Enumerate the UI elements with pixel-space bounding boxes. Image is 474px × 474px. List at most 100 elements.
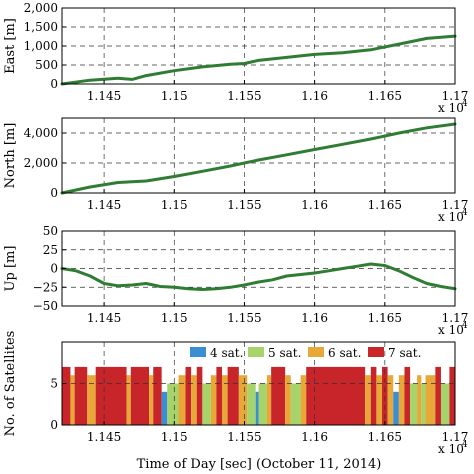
x-tick-label-3: 1.155 xyxy=(227,198,261,212)
satellite-bar-2 xyxy=(70,375,75,425)
satellite-bar-26 xyxy=(271,366,286,425)
y-tick-label-3: 0 xyxy=(50,262,58,276)
satellite-bar-15 xyxy=(196,366,203,425)
x-tick-label-5: 1.165 xyxy=(368,198,402,212)
satellite-bar-7 xyxy=(130,366,150,425)
satellite-bar-27 xyxy=(285,375,291,425)
satellite-bar-41 xyxy=(421,383,426,425)
y-axis-label: Up [m] xyxy=(3,246,18,292)
y-tick-label-2: 500 xyxy=(35,58,58,72)
x-exponent-power: 4 xyxy=(462,440,468,450)
x-exponent-power: 4 xyxy=(462,99,468,109)
satellite-bar-34 xyxy=(382,366,388,425)
satellite-bar-16 xyxy=(202,383,211,425)
satellite-bar-8 xyxy=(149,375,154,425)
y-axis-label: East [m] xyxy=(3,18,18,74)
y-tick-label-5: 2,000 xyxy=(24,1,58,15)
satellite-bar-1 xyxy=(62,366,71,425)
x-tick-label-2: 1.15 xyxy=(161,430,188,444)
x-exponent-label: x 10 xyxy=(438,442,464,456)
satellite-bar-31 xyxy=(365,375,371,425)
y-tick-label-2: −25 xyxy=(33,280,58,294)
satellite-bar-39 xyxy=(410,383,418,425)
satellite-bar-32 xyxy=(370,366,377,425)
satellite-bar-5 xyxy=(95,366,127,425)
chart-panel-3: 1.145 1.15 1.155 1.16 1.165 1.17 −50 −25 0 25 50 Up… xyxy=(3,224,468,337)
y-tick-label-1: 0 xyxy=(50,77,58,91)
satellite-bar-38 xyxy=(404,366,411,425)
satellite-bar-35 xyxy=(387,375,394,425)
satellite-bar-9 xyxy=(153,366,162,425)
x-exponent-power: 4 xyxy=(462,321,468,331)
x-tick-label-4: 1.16 xyxy=(301,198,328,212)
plot-frame xyxy=(61,117,456,194)
legend-swatch-4 xyxy=(368,347,384,357)
x-exponent-label: x 10 xyxy=(438,323,464,337)
x-tick-label-5: 1.165 xyxy=(368,89,402,103)
satellite-bar-45 xyxy=(449,366,455,425)
y-tick-label-3: 4,000 xyxy=(24,126,58,140)
x-tick-label-4: 1.16 xyxy=(301,430,328,444)
satellite-bar-43 xyxy=(435,366,441,425)
satellite-bar-18 xyxy=(216,366,223,425)
x-tick-label-6: 1.17 xyxy=(442,311,469,325)
chart-panel-1: 1.145 1.15 1.155 1.16 1.165 1.17 0 500 1,000 1,50… xyxy=(3,1,468,115)
legend-label-1: 4 sat. xyxy=(210,346,243,360)
legend: 4 sat. 5 sat. 6 sat. 7 sat. xyxy=(190,346,421,360)
x-axis-label: Time of Day [sec] (October 11, 2014) xyxy=(137,457,382,472)
satellite-bar-23 xyxy=(255,391,259,425)
x-tick-label-4: 1.16 xyxy=(301,311,328,325)
x-tick-label-6: 1.17 xyxy=(442,430,469,444)
satellite-bar-19 xyxy=(222,375,228,425)
satellite-bar-17 xyxy=(210,375,217,425)
x-tick-label-5: 1.165 xyxy=(368,311,402,325)
satellite-bar-24 xyxy=(258,383,267,425)
chart-panel-4: 1.145 1.15 1.155 1.16 1.165 1.17 0 5 No. of Sate… xyxy=(3,331,468,456)
y-tick-label-5: 50 xyxy=(43,224,58,238)
x-tick-label-2: 1.15 xyxy=(161,311,188,325)
satellite-bar-44 xyxy=(440,383,450,425)
satellite-bar-28 xyxy=(290,383,301,425)
x-tick-label-3: 1.155 xyxy=(227,311,261,325)
x-exponent-label: x 10 xyxy=(438,210,464,224)
satellite-bar-4 xyxy=(87,375,96,425)
y-tick-label-2: 2,000 xyxy=(24,156,58,170)
satellite-bar-40 xyxy=(417,375,422,425)
x-tick-label-2: 1.15 xyxy=(161,198,188,212)
x-tick-label-4: 1.16 xyxy=(301,89,328,103)
legend-label-2: 5 sat. xyxy=(268,346,301,360)
satellite-bar-3 xyxy=(74,366,88,425)
series-line-1 xyxy=(60,34,457,86)
series-line-1 xyxy=(60,122,457,195)
satellite-bar-20 xyxy=(227,366,239,425)
y-tick-label-2: 5 xyxy=(50,377,58,391)
x-tick-label-1: 1.145 xyxy=(87,89,121,103)
x-tick-label-1: 1.145 xyxy=(87,311,121,325)
x-tick-label-2: 1.15 xyxy=(161,89,188,103)
x-tick-label-1: 1.145 xyxy=(87,430,121,444)
satellite-bar-12 xyxy=(178,375,186,425)
y-tick-label-1: −50 xyxy=(33,299,58,313)
satellite-bar-33 xyxy=(376,375,383,425)
satellite-bar-37 xyxy=(398,375,405,425)
satellite-bar-13 xyxy=(185,366,192,425)
x-tick-label-6: 1.17 xyxy=(442,198,469,212)
x-tick-label-5: 1.165 xyxy=(368,430,402,444)
y-tick-label-3: 1,000 xyxy=(24,39,58,53)
y-tick-label-4: 25 xyxy=(43,243,58,257)
satellite-bar-29 xyxy=(300,375,307,425)
satellite-bar-10 xyxy=(161,391,168,425)
satellite-bar-25 xyxy=(266,375,272,425)
y-tick-label-1: 0 xyxy=(50,418,58,432)
satellite-bar-6 xyxy=(126,375,131,425)
x-exponent-power: 4 xyxy=(462,208,468,218)
satellite-bar-30 xyxy=(306,366,366,425)
y-axis-label: No. of Satellites xyxy=(3,331,18,437)
x-tick-label-6: 1.17 xyxy=(442,89,469,103)
y-tick-label-1: 0 xyxy=(50,186,58,200)
satellite-bar-11 xyxy=(167,383,179,425)
legend-swatch-1 xyxy=(190,347,206,357)
chart-panels: 1.145 1.15 1.155 1.16 1.165 1.1705001,0001,50… xyxy=(3,1,468,456)
legend-swatch-3 xyxy=(308,347,324,357)
